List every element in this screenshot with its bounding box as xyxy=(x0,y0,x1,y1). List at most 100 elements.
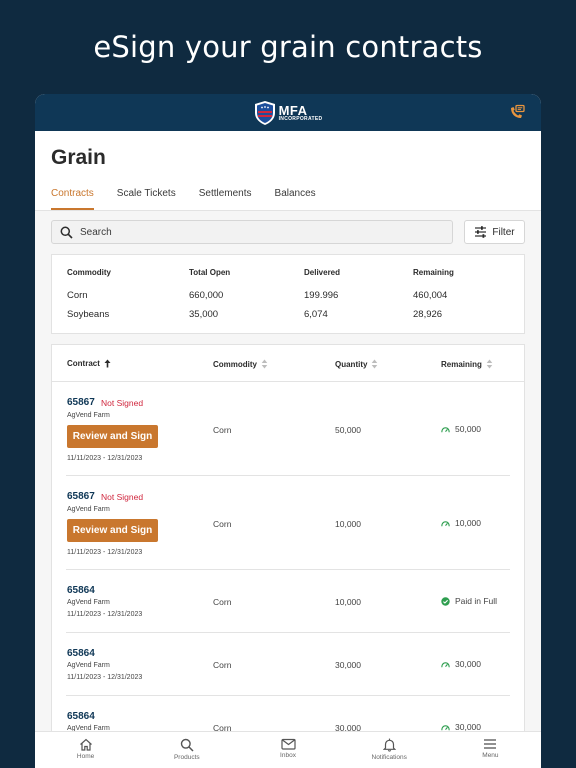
quantity-cell: 10,000 xyxy=(335,519,361,529)
commodity-cell: Corn xyxy=(213,660,232,670)
check-circle-icon xyxy=(441,596,450,606)
row-divider xyxy=(66,569,510,570)
search-icon xyxy=(60,226,73,239)
farm-name: AgVend Farm xyxy=(67,412,110,419)
table-row[interactable]: 65864 AgVend Farm 11/11/2023 - 12/31/202… xyxy=(52,633,524,696)
search-input[interactable]: Search xyxy=(51,220,453,244)
nav-products[interactable]: Products xyxy=(136,732,237,768)
column-header-label: Contract xyxy=(67,359,100,368)
bottom-nav: Home Products Inbox Notifications Menu xyxy=(35,731,541,768)
quantity-cell: 50,000 xyxy=(335,425,361,435)
remaining-cell: 10,000 xyxy=(441,518,481,528)
remaining-cell: 30,000 xyxy=(441,659,481,669)
filter-button[interactable]: Filter xyxy=(464,220,525,244)
sort-icon xyxy=(372,359,378,369)
logo-subtitle: INCORPORATED xyxy=(278,115,323,122)
summary-cell: 199.996 xyxy=(304,290,339,301)
contract-dates: 11/11/2023 - 12/31/2023 xyxy=(67,611,143,618)
summary-header-remaining: Remaining xyxy=(413,268,454,277)
commodity-cell: Corn xyxy=(213,519,232,529)
remaining-cell: Paid in Full xyxy=(441,596,497,606)
nav-label: Inbox xyxy=(280,752,296,759)
column-header-quantity[interactable]: Quantity xyxy=(335,359,378,369)
logo-name: MFA xyxy=(278,102,308,118)
search-placeholder: Search xyxy=(80,226,112,238)
remaining-value: 30,000 xyxy=(455,722,481,732)
summary-cell: 460,004 xyxy=(413,290,448,301)
mfa-logo: MFA INCORPORATED xyxy=(254,100,323,126)
farm-name: AgVend Farm xyxy=(67,599,110,606)
contract-id[interactable]: 65864 xyxy=(67,711,95,722)
table-row[interactable]: 65864 AgVend Farm 11/11/2023 - 12/31/202… xyxy=(52,570,524,633)
summary-cell: 28,926 xyxy=(413,309,443,320)
tabs-divider xyxy=(35,210,541,211)
contract-id[interactable]: 65867 xyxy=(67,397,95,408)
farm-name: AgVend Farm xyxy=(67,662,110,669)
gauge-icon xyxy=(441,724,450,730)
farm-name: AgVend Farm xyxy=(67,725,110,732)
summary-cell: 660,000 xyxy=(189,290,224,301)
tab-scale-tickets[interactable]: Scale Tickets xyxy=(116,188,176,199)
phone-message-icon[interactable] xyxy=(509,104,525,120)
mfa-shield-logo-icon xyxy=(254,100,275,125)
row-divider xyxy=(66,632,510,633)
nav-inbox[interactable]: Inbox xyxy=(237,732,338,768)
sort-icon xyxy=(261,359,268,369)
column-header-label: Quantity xyxy=(335,359,368,369)
app-bar: MFA INCORPORATED xyxy=(35,94,541,131)
remaining-value: 10,000 xyxy=(455,518,481,528)
sort-icon xyxy=(486,359,493,369)
nav-home[interactable]: Home xyxy=(35,732,136,768)
quantity-cell: 30,000 xyxy=(335,660,361,670)
nav-notifications[interactable]: Notifications xyxy=(339,732,440,768)
table-row[interactable]: 65864 AgVend Farm Corn 30,000 30,000 xyxy=(52,696,524,745)
column-header-contract[interactable]: Contract xyxy=(67,359,111,368)
quantity-cell: 10,000 xyxy=(335,597,361,607)
review-and-sign-button[interactable]: Review and Sign xyxy=(67,425,158,448)
contract-dates: 11/11/2023 - 12/31/2023 xyxy=(67,549,143,556)
remaining-cell: 30,000 xyxy=(441,722,481,732)
nav-label: Products xyxy=(173,754,200,761)
column-header-commodity[interactable]: Commodity xyxy=(213,359,268,369)
row-divider xyxy=(66,695,510,696)
home-icon xyxy=(79,738,92,751)
nav-label: Notifications xyxy=(371,754,407,761)
gauge-icon xyxy=(441,426,450,432)
app-screen: MFA INCORPORATED Grain Contracts Scale T… xyxy=(35,94,541,768)
contract-id[interactable]: 65864 xyxy=(67,585,95,596)
contracts-table: Contract Commodity Quantity Remaining 65… xyxy=(51,344,525,744)
menu-icon xyxy=(484,739,497,749)
summary-cell: Corn xyxy=(67,290,88,301)
commodity-cell: Corn xyxy=(213,597,232,607)
summary-header-commodity: Commodity xyxy=(67,268,111,277)
contract-id[interactable]: 65864 xyxy=(67,648,95,659)
summary-cell: Soybeans xyxy=(67,309,110,320)
nav-label: Home xyxy=(76,753,95,760)
tab-balances[interactable]: Balances xyxy=(274,188,316,199)
sort-ascending-icon xyxy=(104,359,111,368)
tab-contracts[interactable]: Contracts xyxy=(51,188,94,210)
column-header-label: Commodity xyxy=(213,359,257,369)
tab-settlements[interactable]: Settlements xyxy=(198,188,252,199)
review-and-sign-button[interactable]: Review and Sign xyxy=(67,519,158,542)
quantity-cell: 30,000 xyxy=(335,723,361,733)
commodity-cell: Corn xyxy=(213,723,232,733)
page-title: Grain xyxy=(51,146,106,169)
table-row[interactable]: 65867 Not Signed AgVend Farm Review and … xyxy=(52,382,524,476)
column-header-remaining[interactable]: Remaining xyxy=(441,359,493,369)
summary-header-total-open: Total Open xyxy=(189,268,231,277)
remaining-value: 50,000 xyxy=(455,424,481,434)
contract-id[interactable]: 65867 xyxy=(67,491,95,502)
bell-icon xyxy=(382,738,396,752)
gauge-icon xyxy=(441,661,450,667)
column-header-label: Remaining xyxy=(441,359,482,369)
tab-bar: Contracts Scale Tickets Settlements Bala… xyxy=(51,188,339,210)
status-badge: Not Signed xyxy=(101,492,144,502)
sliders-icon xyxy=(475,226,487,238)
remaining-value: Paid in Full xyxy=(455,596,498,606)
nav-label: Menu xyxy=(482,752,499,759)
table-row[interactable]: 65867 Not Signed AgVend Farm Review and … xyxy=(52,476,524,570)
contract-dates: 11/11/2023 - 12/31/2023 xyxy=(67,674,143,681)
search-icon xyxy=(180,738,194,752)
nav-menu[interactable]: Menu xyxy=(440,732,541,768)
